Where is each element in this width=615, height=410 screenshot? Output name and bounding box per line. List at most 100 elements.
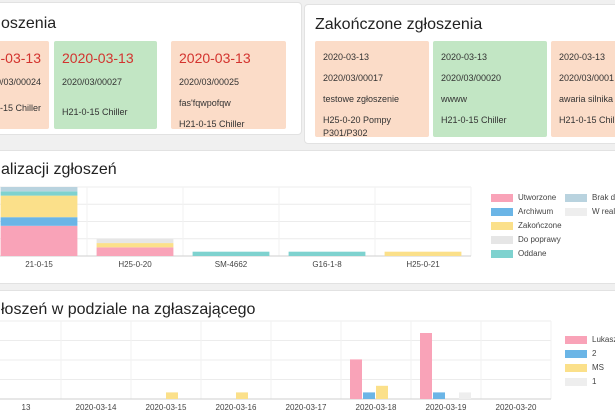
bar-segment [288,251,366,256]
legend-label: Utworzone [518,193,557,202]
ticket-id: 2020/03/0001 [559,73,615,84]
x-tick-label: H25-0-21 [406,260,440,269]
closed-tickets-panel: Zakończone zgłoszenia 2020-03-13 2020/03… [304,4,615,144]
status-chart-panel: alizacji zgłoszeń 21-0-15 H25-0-20 SM-4662… [0,150,615,284]
ticket-id: 2020/03/00024 [0,76,41,87]
legend-swatch [491,193,513,202]
x-tick-label: 21-0-15 [25,260,53,269]
legend-item[interactable]: 2 [565,349,596,358]
ticket-card[interactable]: 2020-03-13 2020/03/0001 awaria silnika H… [551,41,615,137]
legend-item[interactable]: W real [565,207,615,216]
user-chart-panel: łoszeń w podziale na zgłaszającego 13 202… [0,290,615,410]
status-chart: 21-0-15 H25-0-20 SM-4662 G16-1-8 H25-0-21 [0,186,472,269]
x-tick-label: 13 [22,403,31,410]
ticket-desc: wwww [441,94,467,105]
bar [376,385,388,399]
bar-segment [96,243,174,248]
bar [350,359,362,399]
bar-segment [0,191,78,196]
user-chart: 13 2020-03-14 2020-03-15 2020-03-16 2020-03-… [0,320,552,410]
ticket-device: H21-0-15 Chiller [62,107,128,118]
legend-item[interactable]: Zakończone [491,221,562,230]
bar-segment [192,251,270,256]
x-tick-label: G16-1-8 [312,260,342,269]
ticket-desc: testowe zgłoszenie [323,94,400,105]
ticket-id: 2020/03/00025 [179,76,240,87]
bar-segment [384,251,462,256]
closed-tickets-title: Zakończone zgłoszenia [315,16,483,33]
legend-swatch [565,193,587,202]
bar-segment [96,247,174,256]
bar-segment [0,225,78,256]
status-chart-title: alizacji zgłoszeń [1,161,117,178]
legend-label: Oddane [518,249,547,258]
bar [420,333,432,399]
x-tick-label: 2020-03-16 [216,403,257,410]
ticket-date: 2020-03-13 [559,52,606,62]
legend-item[interactable]: Brak d [565,193,615,202]
bar [166,392,178,399]
legend-item[interactable]: Archiwum [491,207,553,216]
bar [433,392,445,399]
legend-swatch [565,377,587,386]
ticket-card[interactable]: 2020-03-13 2020/03/00027 H21-0-15 Chille… [54,41,157,129]
bar-segment [96,238,174,244]
legend-swatch [491,235,513,244]
legend-label: Brak d [592,193,615,202]
ticket-date: 2020-03-13 [179,50,251,66]
x-tick-label: H25-0-20 [118,260,152,269]
legend-swatch [491,249,513,258]
open-tickets-title: oszenia [1,15,57,32]
ticket-id: 2020/03/00020 [441,73,502,84]
bar [236,392,248,399]
legend-label: Zakończone [518,221,562,230]
legend-item[interactable]: Utworzone [491,193,556,202]
ticket-card[interactable]: 2020-03-13 2020/03/00024 H21-0-15 Chille… [0,41,49,129]
legend-item[interactable]: 1 [565,377,596,386]
legend-swatch [491,221,513,230]
legend-label: Archiwum [518,207,554,216]
legend-swatch [565,335,587,344]
ticket-device: H21-0-15 Chill [559,115,615,126]
legend-item[interactable]: Oddane [491,249,546,258]
ticket-device: H21-0-15 Chiller [441,115,507,126]
legend-label: Do poprawy [518,235,561,244]
ticket-id: 2020/03/00017 [323,73,384,84]
legend-item[interactable]: Lukasz [565,335,615,344]
ticket-date: 2020-03-13 [0,50,41,66]
x-tick-label: SM-4662 [215,260,248,269]
x-tick-label: 2020-03-20 [496,403,537,410]
legend-swatch [491,207,513,216]
legend-item[interactable]: MS [565,363,604,372]
user-chart-title: łoszeń w podziale na zgłaszającego [1,301,256,318]
ticket-card[interactable]: 2020-03-13 2020/03/00017 testowe zgłosze… [315,41,429,137]
ticket-card[interactable]: 2020-03-13 2020/03/00025 fas'fqwpofqw H2… [171,41,286,129]
bar-segment [0,217,78,226]
legend-label: W real [592,207,615,216]
ticket-id: 2020/03/00027 [62,76,123,87]
x-tick-label: 2020-03-18 [356,403,397,410]
legend-label: Lukasz [592,335,615,344]
legend-swatch [565,349,587,358]
bar [363,392,375,399]
open-tickets-panel: oszenia 2020-03-13 2020/03/00024 H21-0-1… [0,2,302,135]
ticket-date: 2020-03-13 [62,50,134,66]
ticket-date: 2020-03-13 [323,52,370,62]
x-tick-label: 2020-03-14 [76,403,117,410]
ticket-device: H25-0-20 Pompy P301/P302 [323,115,392,137]
bar [459,392,471,399]
ticket-desc: awaria silnika [559,94,614,105]
legend-swatch [565,207,587,216]
legend-item[interactable]: Do poprawy [491,235,561,244]
ticket-desc: fas'fqwpofqw [179,98,231,109]
bar-segment [0,195,78,218]
x-tick-label: 2020-03-19 [426,403,467,410]
legend-label: MS [592,363,604,372]
ticket-device: H21-0-15 Chiller [0,103,41,114]
x-tick-label: 2020-03-15 [146,403,187,410]
ticket-date: 2020-03-13 [441,52,488,62]
ticket-device: H21-0-15 Chiller [179,119,245,129]
legend-label: 1 [592,377,597,386]
legend-label: 2 [592,349,597,358]
ticket-card[interactable]: 2020-03-13 2020/03/00020 wwww H21-0-15 C… [433,41,547,137]
